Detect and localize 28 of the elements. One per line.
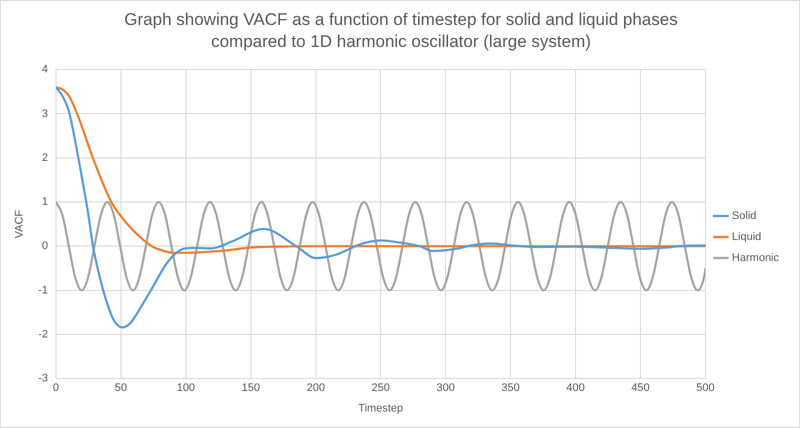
x-axis-title: Timestep xyxy=(358,402,404,414)
y-tick-label: -1 xyxy=(38,284,48,296)
line-series xyxy=(56,86,706,328)
legend-label: Harmonic xyxy=(732,252,780,264)
x-tick-label: 50 xyxy=(114,382,128,394)
y-axis-title: VACF xyxy=(14,210,26,238)
y-tick-label: 2 xyxy=(42,152,48,164)
chart-title: Graph showing VACF as a function of timestep for solid and liquid phases compared to 1D harmonic oscillator (large system) xyxy=(123,9,679,53)
x-tick-label: 300 xyxy=(436,382,455,394)
x-tick-label: 0 xyxy=(52,382,60,394)
x-tick-label: 400 xyxy=(566,382,585,394)
x-tick-label: 500 xyxy=(696,382,715,394)
x-tick-label: 150 xyxy=(242,382,260,394)
line-series xyxy=(56,86,706,254)
x-tick-label: 450 xyxy=(631,382,650,394)
y-tick-label: -3 xyxy=(38,372,48,385)
legend-label: Liquid xyxy=(732,231,762,244)
x-tick-label: 100 xyxy=(176,382,196,394)
legend-label: Solid xyxy=(732,210,756,222)
y-tick-label: 4 xyxy=(42,64,48,76)
x-tick-label: 350 xyxy=(501,382,520,394)
line-series xyxy=(56,200,706,292)
y-tick-label: -2 xyxy=(38,328,48,340)
x-tick-label: 250 xyxy=(372,382,390,394)
x-tick-label: 200 xyxy=(306,382,325,394)
y-tick-label: 3 xyxy=(42,108,48,120)
y-tick-label: 1 xyxy=(42,196,48,208)
y-tick-label: 0 xyxy=(42,240,48,252)
